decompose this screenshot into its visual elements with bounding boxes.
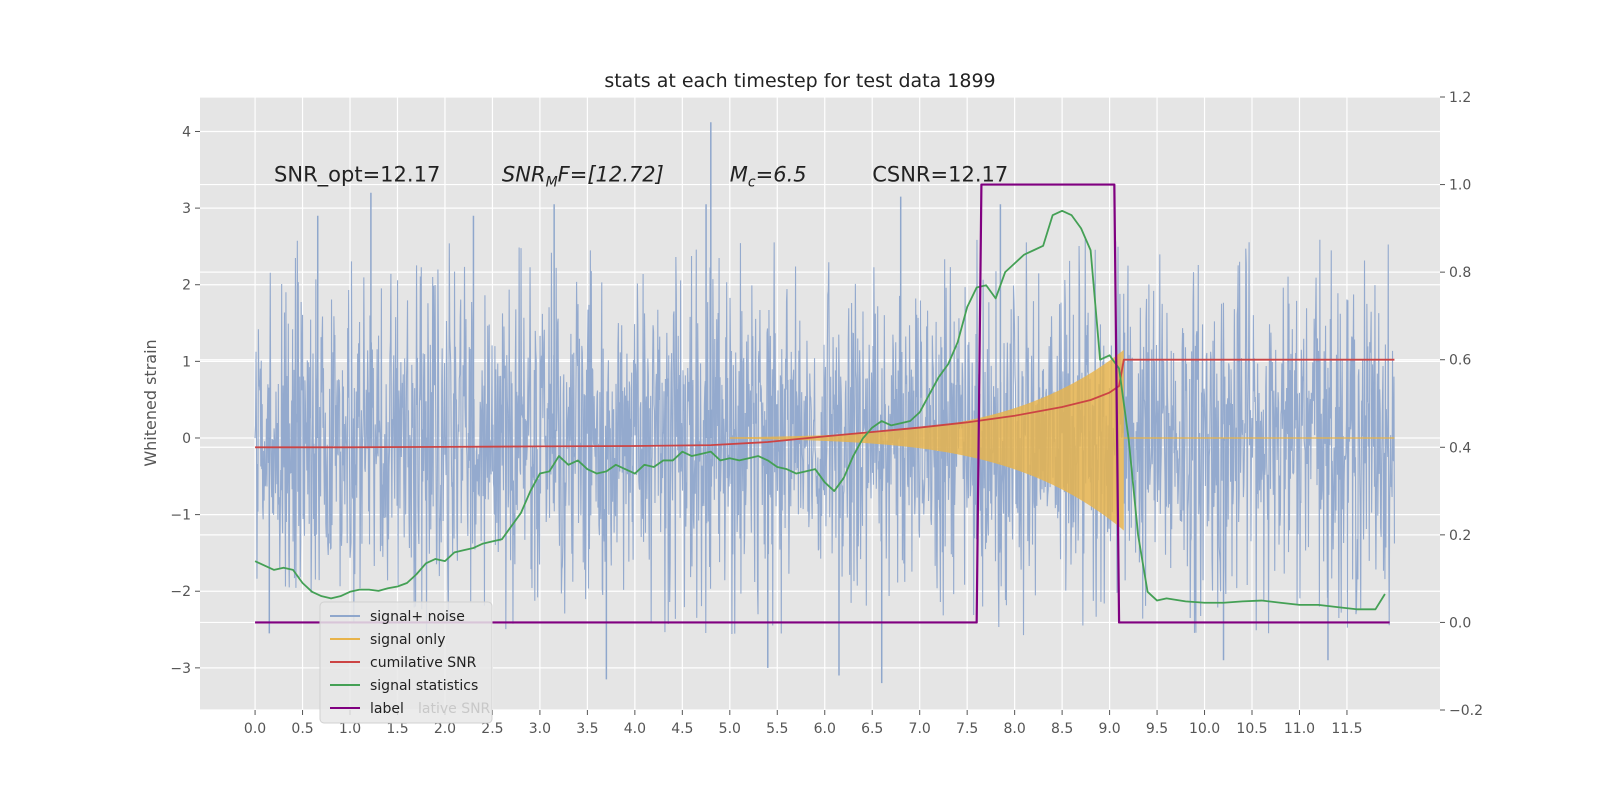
x-tick-label: 2.5 — [481, 721, 503, 737]
y-tick-label: −1 — [170, 508, 191, 524]
legend-label: signal only — [370, 632, 445, 648]
metric-annotation: SNR_opt=12.17 — [274, 162, 440, 187]
x-tick-label: 1.5 — [386, 721, 408, 737]
signal-only-series — [729, 349, 1395, 531]
x-tick-label: 3.5 — [576, 721, 598, 737]
annotations-layer: SNR_opt=12.17 SNRMF=[12.72] Mc=6.5 CSNR=12.… — [274, 162, 1008, 190]
x-tick-label: 1.0 — [339, 721, 361, 737]
x-tick-label: 0.5 — [291, 721, 313, 737]
y2-tick-label: 0.8 — [1449, 265, 1471, 281]
y-tick-label: 1 — [182, 354, 191, 370]
x-tick-label: 6.5 — [861, 721, 883, 737]
metric-annotation: SNRMF=[12.72] — [502, 162, 664, 190]
y2-tick-label: −0.2 — [1449, 703, 1483, 719]
x-tick-label: 11.5 — [1331, 721, 1362, 737]
y2-tick-label: 0.0 — [1449, 615, 1471, 631]
y-axis-label: Whitened strain — [141, 339, 160, 466]
secondary-y-axis-ticks: −0.2 0.0 0.2 0.4 0.6 0.8 1.0 1.2 — [1440, 90, 1483, 719]
line-series-layer — [254, 183, 1395, 624]
y-tick-label: 3 — [182, 201, 191, 217]
y2-tick-label: 1.0 — [1449, 178, 1471, 194]
x-tick-label: 9.0 — [1098, 721, 1120, 737]
legend-label: cumilative SNR — [370, 655, 477, 671]
x-tick-label: 5.0 — [719, 721, 741, 737]
x-tick-label: 4.0 — [624, 721, 646, 737]
x-tick-label: 2.0 — [434, 721, 456, 737]
x-tick-label: 9.5 — [1146, 721, 1168, 737]
y2-tick-label: 0.4 — [1449, 440, 1471, 456]
cumilative-snr-line — [255, 358, 1395, 449]
signal-statistics-line — [254, 209, 1386, 611]
y-tick-label: 2 — [182, 278, 191, 294]
x-tick-label: 10.0 — [1189, 721, 1220, 737]
x-tick-label: 7.5 — [956, 721, 978, 737]
x-tick-label: 0.0 — [244, 721, 266, 737]
legend-ghost-text: lative SNR — [418, 701, 491, 717]
legend-label: signal+ noise — [370, 609, 465, 625]
chart-title: stats at each timestep for test data 189… — [604, 70, 995, 92]
x-tick-label: 7.0 — [909, 721, 931, 737]
x-tick-label: 10.5 — [1236, 721, 1267, 737]
x-tick-label: 6.0 — [814, 721, 836, 737]
label-line — [255, 183, 1390, 624]
y2-tick-label: 1.2 — [1449, 90, 1471, 106]
legend: signal+ noise signal only cumilative SNR si… — [319, 601, 493, 724]
x-tick-label: 5.5 — [766, 721, 788, 737]
x-tick-label: 8.0 — [1004, 721, 1026, 737]
y-tick-label: 4 — [182, 124, 191, 140]
signal-noise-line — [254, 239, 1395, 636]
y-axis-ticks: −3 −2 −1 0 1 2 3 4 — [170, 124, 200, 677]
x-tick-label: 8.5 — [1051, 721, 1073, 737]
x-tick-label: 11.0 — [1284, 721, 1315, 737]
metric-annotation: CSNR=12.17 — [872, 162, 1008, 186]
y-tick-label: 0 — [182, 431, 191, 447]
x-tick-label: 4.5 — [671, 721, 693, 737]
metric-annotation: Mc=6.5 — [730, 162, 807, 190]
y-tick-label: −2 — [170, 584, 191, 600]
x-axis-ticks: 0.0 0.5 1.0 1.5 2.0 2.5 3.0 3.5 4.0 4.5 5.0 5.5 6.0 6… — [244, 710, 1363, 737]
x-tick-label: 3.0 — [529, 721, 551, 737]
signal-only-envelope — [729, 349, 1124, 531]
y-tick-label: −3 — [170, 661, 191, 677]
legend-label: label — [370, 701, 404, 717]
legend-box — [319, 601, 493, 724]
y2-tick-label: 0.6 — [1449, 353, 1471, 369]
legend-label: signal statistics — [370, 678, 478, 694]
y2-tick-label: 0.2 — [1449, 528, 1471, 544]
